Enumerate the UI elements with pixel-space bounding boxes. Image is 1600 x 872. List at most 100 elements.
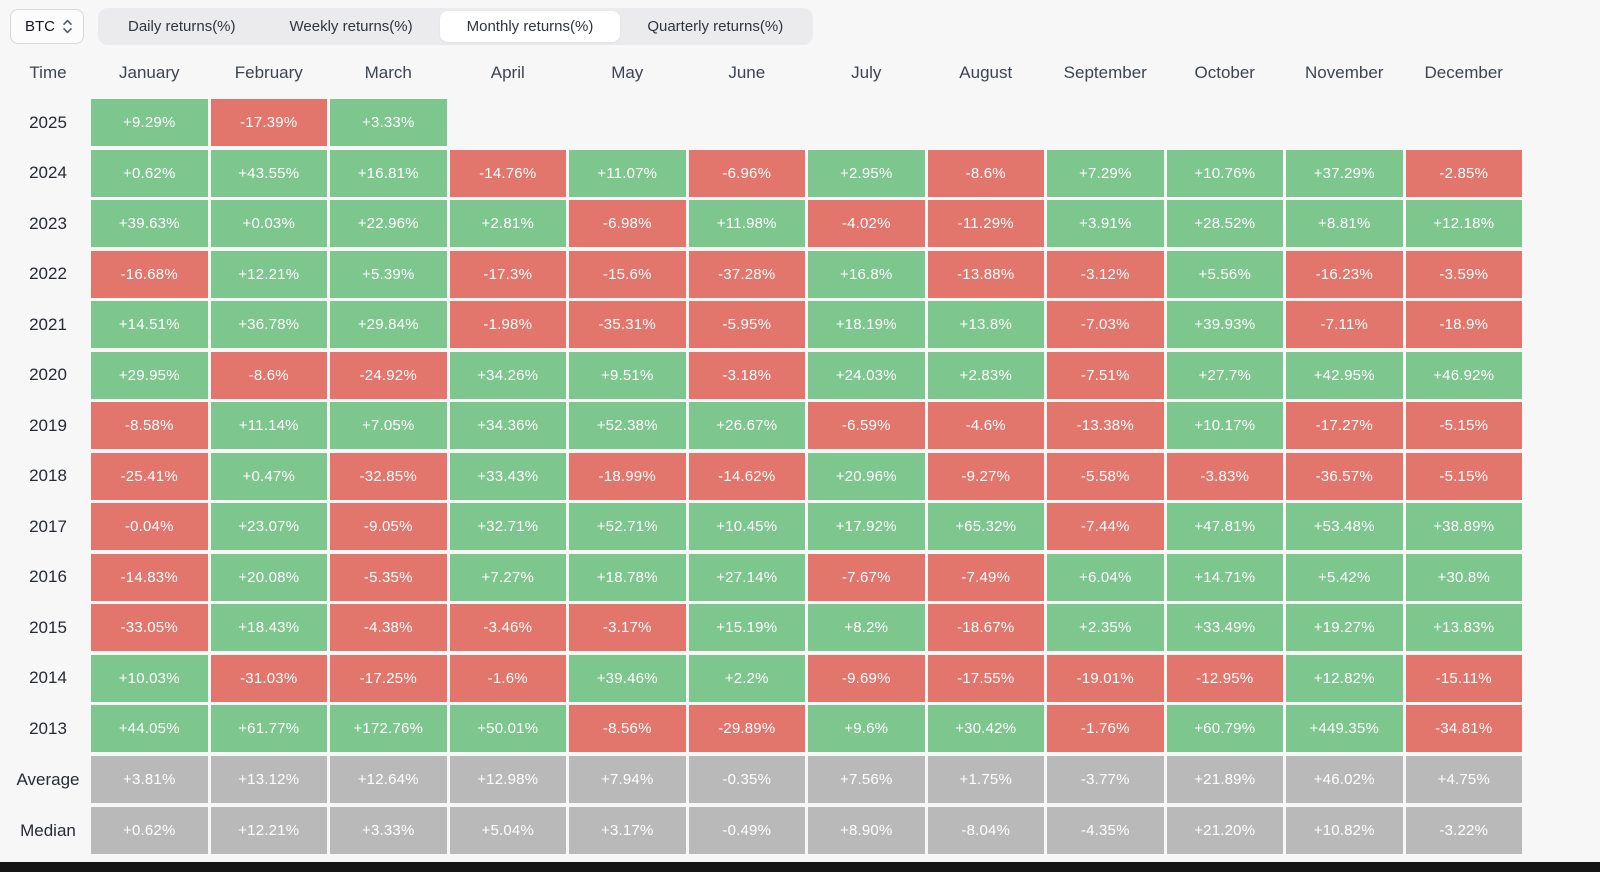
row-label-2019: 2019 xyxy=(29,415,67,435)
column-header-december: December xyxy=(1424,63,1503,82)
cell-2024-january: +0.62% xyxy=(91,149,208,197)
cell-2013-november: +449.35% xyxy=(1286,705,1403,752)
cell-2022-may: -15.6% xyxy=(569,250,686,298)
symbol-select[interactable]: BTC xyxy=(10,9,84,44)
cell-2025-december xyxy=(1406,99,1523,146)
symbol-select-value: BTC xyxy=(25,18,55,35)
cell-2018-march: -32.85% xyxy=(330,452,447,500)
table-row-2021: 2021 +14.51% +36.78% +29.84% -1.98% -35.31% -5… xyxy=(8,301,1522,348)
table-row-2017: 2017 -0.04% +23.07% -9.05% +32.71% +52.71% +10… xyxy=(8,503,1522,550)
cell-average-may: +7.94% xyxy=(569,756,686,803)
cell-2017-may: +52.71% xyxy=(569,503,686,550)
cell-median-september: -4.35% xyxy=(1047,807,1164,854)
cell-2017-january: -0.04% xyxy=(91,503,208,550)
cell-2025-october xyxy=(1167,99,1284,146)
cell-2021-january: +14.51% xyxy=(91,301,208,348)
cell-2013-june: -29.89% xyxy=(688,705,805,752)
cell-2013-february: +61.77% xyxy=(210,705,327,752)
cell-2019-december: -5.15% xyxy=(1405,402,1522,449)
cell-average-december: +4.75% xyxy=(1405,756,1522,803)
cell-2019-october: +10.17% xyxy=(1166,402,1283,449)
returns-heatmap-table: Time January February March April May June Jul… xyxy=(8,55,1522,854)
cell-2024-june: -6.96% xyxy=(688,149,805,197)
cell-2017-october: +47.81% xyxy=(1166,503,1283,550)
row-label-2024: 2024 xyxy=(29,163,67,182)
cell-2017-april: +32.71% xyxy=(449,503,566,550)
cell-2022-february: +12.21% xyxy=(210,250,327,298)
row-label-2017: 2017 xyxy=(29,516,67,536)
cell-2025-august xyxy=(928,99,1045,146)
cell-2020-june: -3.18% xyxy=(688,351,805,399)
cell-average-june: -0.35% xyxy=(688,756,805,803)
row-label-2021: 2021 xyxy=(29,314,67,334)
tab-weekly-returns[interactable]: Weekly returns(%) xyxy=(263,11,440,42)
cell-2020-september: -7.51% xyxy=(1047,351,1164,399)
cell-2018-april: +33.43% xyxy=(449,452,566,500)
column-header-november: November xyxy=(1305,63,1384,82)
cell-2013-december: -34.81% xyxy=(1405,705,1522,752)
bottom-edge xyxy=(0,862,1600,872)
cell-2015-march: -4.38% xyxy=(330,604,447,651)
cell-2019-january: -8.58% xyxy=(91,402,208,449)
cell-2022-july: +16.8% xyxy=(808,250,925,298)
column-header-april: April xyxy=(490,63,525,82)
cell-2021-july: +18.19% xyxy=(808,301,925,348)
cell-2018-july: +20.96% xyxy=(808,452,925,500)
cell-2020-october: +27.7% xyxy=(1166,351,1283,399)
cell-2025-november xyxy=(1286,99,1403,146)
row-label-2023: 2023 xyxy=(29,213,67,233)
cell-2025-april xyxy=(450,99,567,146)
cell-2024-july: +2.95% xyxy=(808,149,925,197)
column-header-january: January xyxy=(119,63,180,82)
cell-2016-july: -7.67% xyxy=(808,553,925,601)
cell-2021-february: +36.78% xyxy=(210,301,327,348)
cell-average-february: +13.12% xyxy=(210,756,327,803)
column-header-february: February xyxy=(234,63,303,82)
cell-2021-august: +13.8% xyxy=(927,301,1044,348)
table-row-2015: 2015 -33.05% +18.43% -4.38% -3.46% -3.17% +15.… xyxy=(8,604,1522,651)
tab-quarterly-returns[interactable]: Quarterly returns(%) xyxy=(620,11,810,42)
cell-2021-march: +29.84% xyxy=(330,301,447,348)
column-header-august: August xyxy=(959,63,1013,82)
cell-2019-february: +11.14% xyxy=(210,402,327,449)
cell-2016-december: +30.8% xyxy=(1405,553,1522,601)
table-row-average: Average +3.81% +13.12% +12.64% +12.98% +7.94%… xyxy=(8,756,1522,803)
cell-2023-april: +2.81% xyxy=(449,200,566,247)
cell-2018-december: -5.15% xyxy=(1405,452,1522,500)
cell-2016-february: +20.08% xyxy=(210,553,327,601)
cell-median-february: +12.21% xyxy=(210,807,327,854)
cell-2024-october: +10.76% xyxy=(1166,149,1283,197)
row-label-2016: 2016 xyxy=(29,567,67,586)
cell-2022-april: -17.3% xyxy=(449,250,566,298)
cell-2018-january: -25.41% xyxy=(91,452,208,500)
cell-2023-september: +3.91% xyxy=(1047,200,1164,247)
cell-2019-june: +26.67% xyxy=(688,402,805,449)
cell-2013-august: +30.42% xyxy=(927,705,1044,752)
cell-2014-october: -12.95% xyxy=(1166,654,1283,702)
cell-median-january: +0.62% xyxy=(91,807,208,854)
cell-2014-july: -9.69% xyxy=(808,654,925,702)
cell-2017-december: +38.89% xyxy=(1405,503,1522,550)
cell-median-march: +3.33% xyxy=(330,807,447,854)
tab-daily-returns[interactable]: Daily returns(%) xyxy=(101,11,263,42)
cell-2024-august: -8.6% xyxy=(927,149,1044,197)
cell-median-april: +5.04% xyxy=(449,807,566,854)
cell-2014-april: -1.6% xyxy=(449,654,566,702)
tab-monthly-returns[interactable]: Monthly returns(%) xyxy=(439,11,621,42)
cell-average-september: -3.77% xyxy=(1047,756,1164,803)
cell-2023-december: +12.18% xyxy=(1405,200,1522,247)
cell-2015-september: +2.35% xyxy=(1047,604,1164,651)
cell-2018-november: -36.57% xyxy=(1286,452,1403,500)
cell-2020-january: +29.95% xyxy=(91,351,208,399)
cell-2016-october: +14.71% xyxy=(1166,553,1283,601)
cell-2014-september: -19.01% xyxy=(1047,654,1164,702)
cell-2021-december: -18.9% xyxy=(1405,301,1522,348)
cell-average-july: +7.56% xyxy=(808,756,925,803)
cell-2020-february: -8.6% xyxy=(210,351,327,399)
cell-2017-september: -7.44% xyxy=(1047,503,1164,550)
cell-median-november: +10.82% xyxy=(1286,807,1403,854)
row-label-average: Average xyxy=(16,769,80,789)
column-header-june: June xyxy=(728,63,766,82)
cell-2019-march: +7.05% xyxy=(330,402,447,449)
cell-2020-april: +34.26% xyxy=(449,351,566,399)
